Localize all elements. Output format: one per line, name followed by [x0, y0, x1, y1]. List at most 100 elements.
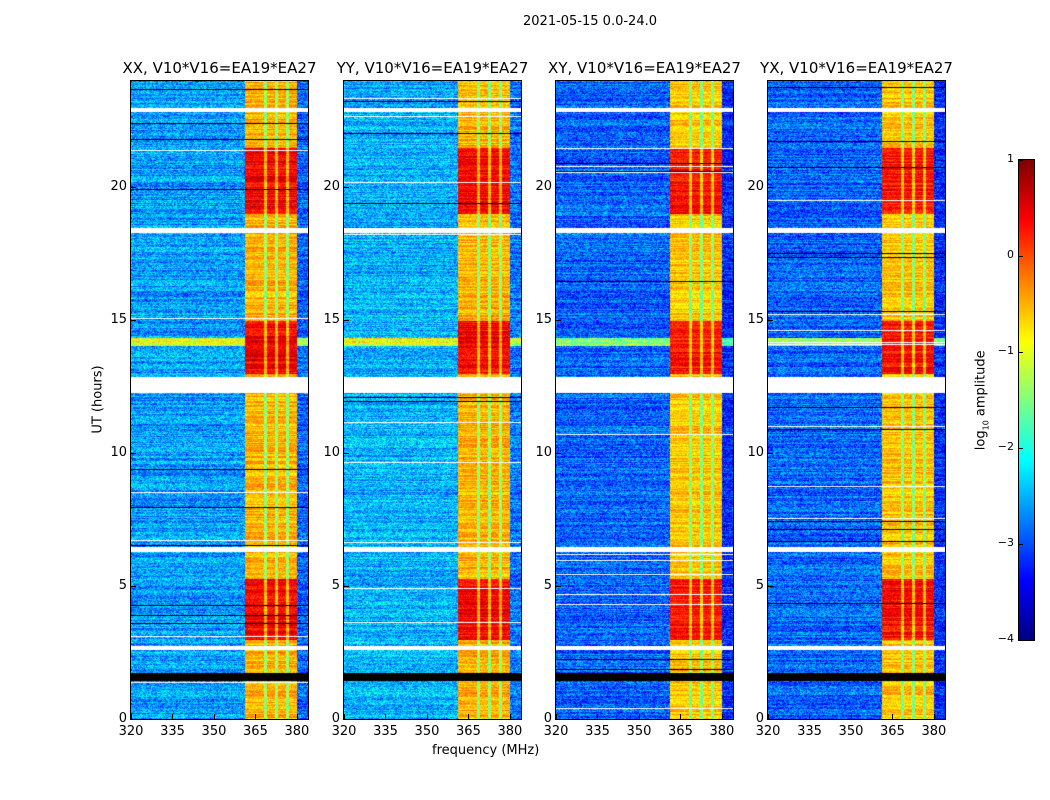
y-tick-mark	[556, 187, 561, 189]
y-tick-label: 10	[323, 445, 340, 461]
y-tick-label: 20	[747, 179, 764, 195]
colorbar-tick-label: −4	[997, 632, 1014, 645]
y-tick-mark	[344, 719, 349, 720]
y-tick-label: 15	[535, 312, 552, 328]
panel-title: XX, V10*V16=EA19*EA27	[122, 59, 317, 77]
colorbar-tick-label: −1	[997, 344, 1014, 357]
colorbar	[1018, 159, 1035, 641]
x-tick-label: 365	[668, 724, 693, 739]
x-tick-mark	[172, 714, 174, 719]
x-tick-mark	[892, 714, 894, 719]
heatmap-panel	[767, 80, 946, 720]
y-tick-mark	[556, 586, 561, 588]
x-tick-label: 365	[456, 724, 481, 739]
x-tick-mark	[131, 714, 132, 719]
x-tick-label: 350	[414, 724, 440, 739]
y-tick-mark	[131, 187, 136, 189]
y-tick-label: 5	[755, 578, 764, 594]
y-tick-label: 20	[323, 179, 340, 195]
y-tick-mark	[131, 586, 136, 588]
x-tick-label: 320	[118, 724, 144, 739]
y-tick-label: 20	[535, 179, 552, 195]
x-tick-mark	[809, 714, 811, 719]
x-tick-mark	[426, 714, 428, 719]
x-tick-label: 380	[497, 724, 523, 739]
colorbar-tick-mark	[1019, 256, 1023, 257]
x-tick-mark	[556, 714, 557, 719]
y-tick-label: 10	[110, 445, 127, 461]
colorbar-tick-mark	[1019, 640, 1023, 641]
x-tick-label: 350	[838, 724, 864, 739]
x-tick-label: 350	[626, 724, 652, 739]
x-tick-mark	[385, 714, 387, 719]
panel-title: YX, V10*V16=EA19*EA27	[760, 59, 953, 77]
heatmap-panel	[130, 80, 309, 720]
heatmap-image	[768, 81, 945, 719]
x-tick-mark	[213, 714, 215, 719]
x-tick-mark	[597, 714, 599, 719]
y-axis-label: UT (hours)	[90, 365, 106, 434]
y-tick-label: 15	[747, 312, 764, 328]
colorbar-tick-mark	[1019, 352, 1023, 353]
x-tick-mark	[680, 714, 682, 719]
y-tick-mark	[131, 719, 136, 720]
colorbar-tick-mark	[1019, 160, 1023, 161]
x-tick-mark	[468, 714, 470, 719]
panel-title: YY, V10*V16=EA19*EA27	[336, 59, 529, 77]
y-tick-mark	[556, 719, 561, 720]
y-tick-label: 5	[331, 578, 340, 594]
colorbar-label-main: log	[973, 430, 989, 451]
y-tick-mark	[768, 320, 773, 322]
x-tick-label: 320	[331, 724, 357, 739]
y-tick-label: 5	[543, 578, 552, 594]
x-tick-mark	[850, 714, 852, 719]
x-tick-label: 365	[880, 724, 905, 739]
x-tick-label: 335	[373, 724, 398, 739]
y-tick-label: 0	[331, 711, 340, 726]
x-tick-label: 380	[709, 724, 735, 739]
x-tick-label: 320	[543, 724, 569, 739]
y-tick-label: 5	[118, 578, 127, 594]
x-tick-mark	[933, 714, 935, 719]
y-tick-label: 20	[110, 179, 127, 195]
x-tick-label: 320	[755, 724, 781, 739]
colorbar-tick-label: 0	[1007, 248, 1014, 261]
colorbar-tick-mark	[1019, 544, 1023, 545]
heatmap-panel	[343, 80, 522, 720]
y-tick-mark	[344, 320, 349, 322]
y-tick-label: 15	[323, 312, 340, 328]
y-tick-mark	[768, 719, 773, 720]
heatmap-panel	[555, 80, 734, 720]
y-tick-label: 15	[110, 312, 127, 328]
heatmap-image	[344, 81, 521, 719]
colorbar-tick-label: −2	[997, 440, 1014, 453]
x-tick-label: 365	[243, 724, 268, 739]
x-tick-mark	[638, 714, 640, 719]
x-tick-mark	[721, 714, 723, 719]
y-tick-mark	[344, 187, 349, 189]
y-tick-mark	[131, 453, 136, 455]
y-tick-label: 0	[755, 711, 764, 726]
y-tick-mark	[556, 320, 561, 322]
y-tick-mark	[344, 453, 349, 455]
x-tick-mark	[255, 714, 257, 719]
x-tick-mark	[344, 714, 345, 719]
x-tick-label: 335	[797, 724, 822, 739]
y-tick-mark	[344, 586, 349, 588]
x-tick-label: 335	[585, 724, 610, 739]
y-tick-mark	[768, 453, 773, 455]
x-tick-label: 380	[284, 724, 310, 739]
colorbar-tick-label: 1	[1007, 152, 1014, 165]
y-tick-mark	[768, 586, 773, 588]
y-tick-mark	[556, 453, 561, 455]
y-tick-label: 10	[747, 445, 764, 461]
heatmap-image	[556, 81, 733, 719]
colorbar-label: log10 amplitude	[974, 340, 991, 460]
colorbar-label-sub: 10	[981, 420, 991, 431]
figure-title: 2021-05-15 0.0-24.0	[523, 14, 657, 29]
y-tick-label: 10	[535, 445, 552, 461]
colorbar-tick-mark	[1019, 448, 1023, 449]
heatmap-image	[131, 81, 308, 719]
x-tick-label: 335	[160, 724, 185, 739]
